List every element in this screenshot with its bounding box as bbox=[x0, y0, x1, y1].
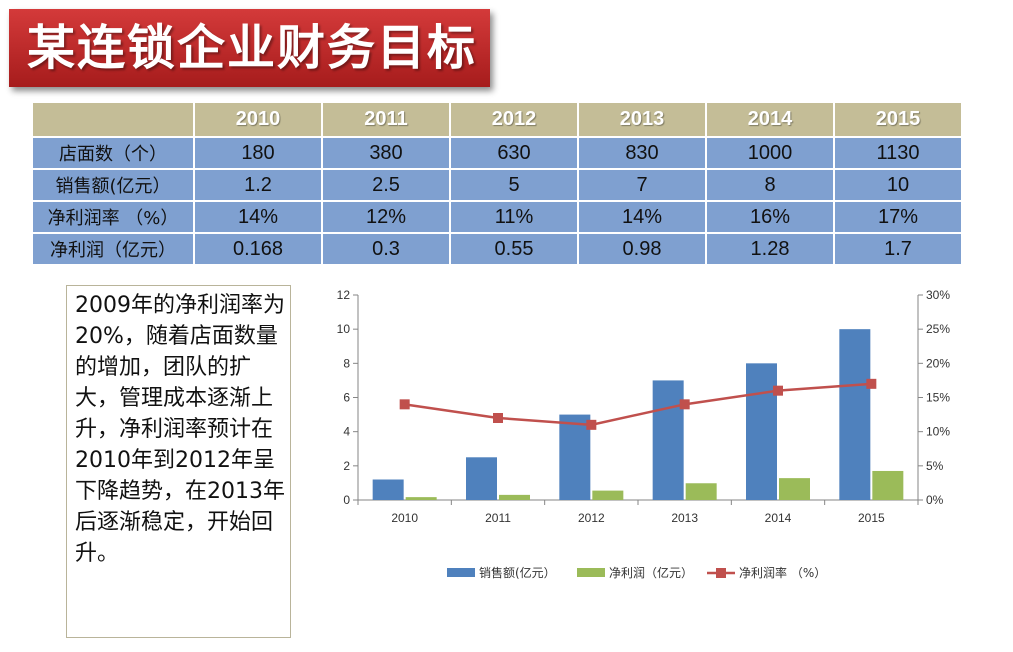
legend-profit-label: 净利润（亿元） bbox=[609, 565, 693, 580]
table-cell: 7 bbox=[577, 168, 707, 202]
table-row: 销售额(亿元） 1.2 2.5 5 7 8 10 bbox=[31, 168, 963, 202]
right-tick-label: 20% bbox=[926, 356, 950, 370]
profit-bar bbox=[499, 494, 530, 500]
row-label: 净利润（亿元） bbox=[31, 232, 195, 266]
column-header: 2011 bbox=[321, 101, 451, 138]
row-label: 销售额(亿元） bbox=[31, 168, 195, 202]
table-cell: 1130 bbox=[833, 136, 963, 170]
table-header-row: 2010 2011 2012 2013 2014 2015 bbox=[31, 101, 963, 138]
legend-margin-label: 净利润率 （%） bbox=[739, 565, 826, 580]
sales-bar bbox=[372, 479, 404, 500]
table-cell: 14% bbox=[193, 200, 323, 234]
left-tick-label: 4 bbox=[343, 425, 350, 439]
table-cell: 1.7 bbox=[833, 232, 963, 266]
table-cell: 380 bbox=[321, 136, 451, 170]
row-label: 店面数（个） bbox=[31, 136, 195, 170]
right-tick-label: 25% bbox=[926, 322, 950, 336]
sales-bar bbox=[466, 457, 497, 500]
left-tick-label: 6 bbox=[343, 391, 350, 405]
table-row: 店面数（个） 180 380 630 830 1000 1130 bbox=[31, 136, 963, 170]
financial-combo-chart: 0 2 4 6 8 10 12 0% 5% 10% 15% 20% 25% 30% 2010 2011 2012… bbox=[337, 288, 951, 580]
profit-bar bbox=[872, 470, 904, 500]
profit-bar bbox=[405, 497, 437, 500]
table-corner-cell bbox=[31, 101, 195, 138]
column-header: 2012 bbox=[449, 101, 579, 138]
table-cell: 1.28 bbox=[705, 232, 835, 266]
legend-profit-swatch bbox=[577, 568, 605, 577]
page-title: 某连锁企业财务目标 bbox=[9, 9, 490, 87]
table-row: 净利润率 （%） 14% 12% 11% 14% 16% 17% bbox=[31, 200, 963, 234]
table-cell: 16% bbox=[705, 200, 835, 234]
column-header: 2014 bbox=[705, 101, 835, 138]
sales-bar bbox=[746, 363, 777, 500]
financial-table: 2010 2011 2012 2013 2014 2015 店面数（个） 180… bbox=[31, 101, 963, 266]
commentary-text: 2009年的净利润率为20%，随着店面数量的增加，团队的扩大，管理成本逐渐上升，… bbox=[66, 285, 291, 638]
margin-point bbox=[866, 378, 877, 389]
table-cell: 1.2 bbox=[193, 168, 323, 202]
right-tick-label: 30% bbox=[926, 288, 950, 302]
x-tick-label: 2014 bbox=[765, 511, 792, 525]
margin-point bbox=[493, 413, 503, 423]
column-header: 2013 bbox=[577, 101, 707, 138]
table-cell: 0.55 bbox=[449, 232, 579, 266]
left-tick-label: 12 bbox=[337, 288, 351, 302]
left-tick-label: 8 bbox=[343, 356, 350, 370]
left-tick-label: 10 bbox=[337, 322, 351, 336]
right-tick-label: 15% bbox=[926, 391, 950, 405]
table-row: 净利润（亿元） 0.168 0.3 0.55 0.98 1.28 1.7 bbox=[31, 232, 963, 266]
right-tick-label: 0% bbox=[926, 493, 944, 507]
margin-point bbox=[586, 419, 597, 430]
table-cell: 17% bbox=[833, 200, 963, 234]
profit-bar bbox=[592, 490, 624, 500]
right-tick-label: 5% bbox=[926, 459, 944, 473]
column-header: 2015 bbox=[833, 101, 963, 138]
table-cell: 180 bbox=[193, 136, 323, 170]
sales-bar bbox=[559, 414, 591, 500]
column-header: 2010 bbox=[193, 101, 323, 138]
table-cell: 10 bbox=[833, 168, 963, 202]
table-cell: 1000 bbox=[705, 136, 835, 170]
left-tick-label: 2 bbox=[343, 459, 350, 473]
x-tick-label: 2013 bbox=[671, 511, 698, 525]
table-cell: 630 bbox=[449, 136, 579, 170]
margin-line bbox=[404, 382, 872, 427]
table-cell: 0.98 bbox=[577, 232, 707, 266]
table-cell: 2.5 bbox=[321, 168, 451, 202]
profit-bar bbox=[779, 478, 810, 500]
row-label: 净利润率 （%） bbox=[31, 200, 195, 234]
table-cell: 5 bbox=[449, 168, 579, 202]
table-cell: 12% bbox=[321, 200, 451, 234]
margin-point bbox=[773, 385, 783, 396]
table-cell: 14% bbox=[577, 200, 707, 234]
x-tick-label: 2011 bbox=[485, 511, 511, 525]
legend-sales-swatch bbox=[447, 568, 475, 577]
left-tick-label: 0 bbox=[343, 493, 350, 507]
right-tick-label: 10% bbox=[926, 425, 950, 439]
table-cell: 830 bbox=[577, 136, 707, 170]
legend-sales-label: 销售额(亿元） bbox=[479, 565, 556, 580]
table-cell: 0.3 bbox=[321, 232, 451, 266]
x-tick-label: 2012 bbox=[578, 511, 605, 525]
table-cell: 11% bbox=[449, 200, 579, 234]
margin-point bbox=[399, 399, 410, 410]
legend-margin-marker bbox=[716, 568, 726, 578]
profit-bar bbox=[685, 483, 717, 500]
x-tick-label: 2010 bbox=[391, 511, 418, 525]
sales-bar bbox=[839, 329, 871, 500]
x-tick-label: 2015 bbox=[858, 511, 885, 525]
margin-point bbox=[679, 399, 690, 410]
table-cell: 8 bbox=[705, 168, 835, 202]
table-cell: 0.168 bbox=[193, 232, 323, 266]
sales-bar bbox=[652, 380, 684, 500]
